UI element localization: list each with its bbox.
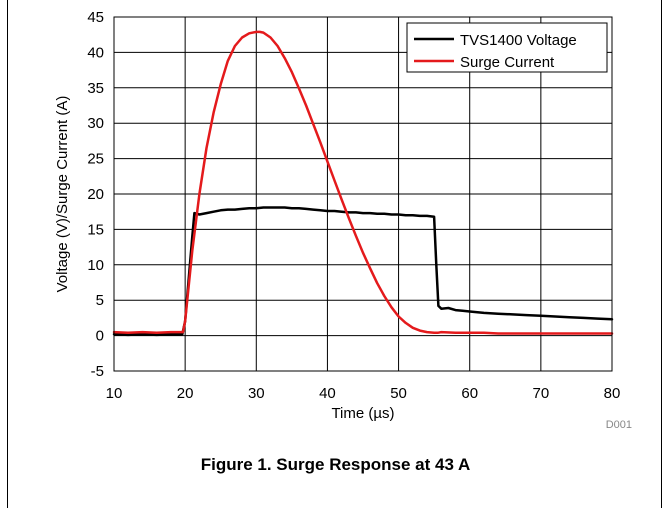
x-tick-label: 60 bbox=[461, 385, 478, 402]
x-tick-label: 20 bbox=[177, 385, 194, 402]
x-tick-label: 10 bbox=[106, 385, 123, 402]
left-margin-rule bbox=[7, 0, 8, 508]
legend-label-voltage: TVS1400 Voltage bbox=[460, 32, 577, 49]
y-axis-label: Voltage (V)/Surge Current (A) bbox=[54, 96, 71, 293]
y-tick-labels: -5 0 5 10 15 20 25 30 35 40 45 bbox=[87, 9, 104, 380]
figure-caption: Figure 1. Surge Response at 43 A bbox=[200, 455, 471, 474]
x-tick-label: 40 bbox=[319, 385, 336, 402]
series-line-current bbox=[112, 30, 614, 335]
legend: TVS1400 Voltage Surge Current bbox=[406, 22, 608, 73]
x-tick-label: 80 bbox=[604, 385, 621, 402]
y-tick-label: 5 bbox=[96, 292, 104, 309]
y-tick-label: 20 bbox=[87, 186, 104, 203]
plot-frame bbox=[113, 16, 613, 372]
y-tick-label: -5 bbox=[91, 363, 104, 380]
legend-box bbox=[406, 22, 608, 73]
y-tick-label: 40 bbox=[87, 44, 104, 61]
grid-lines bbox=[114, 17, 612, 371]
figure-code: D001 bbox=[606, 419, 632, 431]
x-tick-label: 50 bbox=[390, 385, 407, 402]
y-tick-label: 10 bbox=[87, 257, 104, 274]
y-tick-label: 45 bbox=[87, 9, 104, 26]
series-line-voltage bbox=[112, 206, 614, 337]
x-tick-labels: 10 20 30 40 50 60 70 80 bbox=[106, 385, 621, 402]
legend-label-current: Surge Current bbox=[460, 54, 555, 71]
y-tick-label: 35 bbox=[87, 80, 104, 97]
right-margin-rule bbox=[661, 0, 662, 508]
surge-response-chart: 10 20 30 40 50 60 70 80 -5 0 5 10 15 20 25 30 35 40 45 Ti… bbox=[54, 9, 632, 431]
y-tick-label: 30 bbox=[87, 115, 104, 132]
x-tick-label: 30 bbox=[248, 385, 265, 402]
y-tick-label: 15 bbox=[87, 221, 104, 238]
series-layer bbox=[112, 30, 614, 337]
y-tick-label: 0 bbox=[96, 328, 104, 345]
x-axis-label: Time (µs) bbox=[331, 405, 394, 422]
y-tick-label: 25 bbox=[87, 151, 104, 168]
x-tick-label: 70 bbox=[533, 385, 550, 402]
